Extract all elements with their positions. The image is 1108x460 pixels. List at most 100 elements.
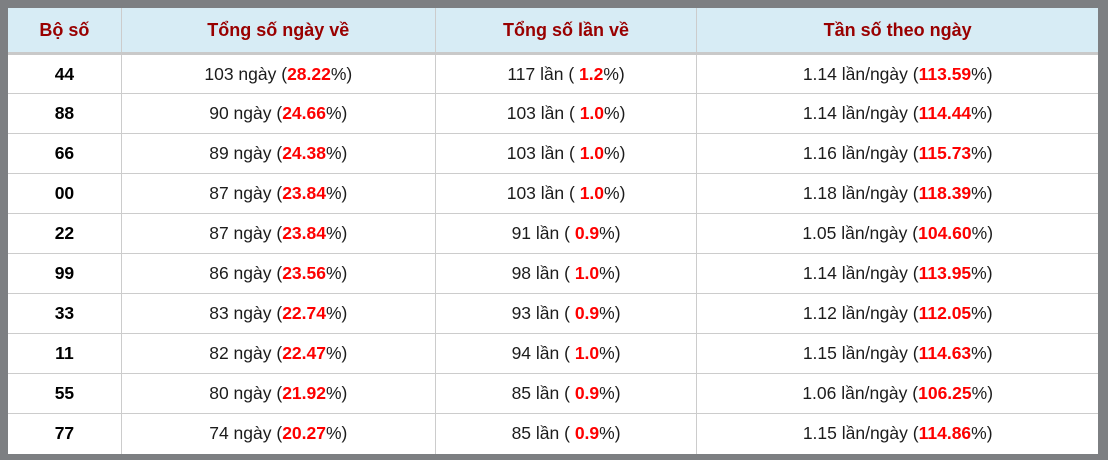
days-percent: 23.84 [282,223,326,243]
freq-text: 1.05 lần/ngày ( [802,223,919,243]
days-percent: 24.38 [282,143,326,163]
pair-cell: 22 [8,213,122,254]
freq-percent: 114.63 [918,343,972,363]
pair-cell: 77 [8,413,122,454]
table-row: 66 89 ngày (24.38%) 103 lần ( 1.0%) 1.16… [8,133,1098,174]
freq-text-suffix: %) [971,143,993,163]
days-text-suffix: %) [326,143,348,163]
table-row: 11 82 ngày (22.47%) 94 lần ( 1.0%) 1.15 … [8,333,1098,374]
pair-number: 77 [54,423,75,444]
times-text: 93 lần ( [511,303,575,323]
times-text: 85 lần ( [511,423,575,444]
total-days-cell: 83 ngày (22.74%) [120,293,436,334]
total-days-cell: 89 ngày (24.38%) [120,133,436,174]
table-row: 77 74 ngày (20.27%) 85 lần ( 0.9%) 1.15 … [8,413,1098,454]
days-text: 87 ngày ( [209,183,283,203]
col-header-total-times: Tổng số lần về [434,8,697,55]
days-text-suffix: %) [326,423,348,444]
pair-cell: 66 [8,133,122,174]
freq-text: 1.15 lần/ngày ( [802,343,919,363]
total-days-cell: 74 ngày (20.27%) [120,413,436,454]
total-times-cell: 85 lần ( 0.9%) [434,413,697,454]
frequency-cell: 1.15 lần/ngày (114.86%) [696,413,1098,454]
times-text-suffix: %) [603,63,625,84]
days-text: 87 ngày ( [209,223,283,243]
times-text: 103 lần ( [506,103,580,123]
times-percent: 1.0 [579,183,605,203]
times-text-suffix: %) [599,263,621,283]
table-row: 22 87 ngày (23.84%) 91 lần ( 0.9%) 1.05 … [8,213,1098,254]
total-times-cell: 117 lần ( 1.2%) [434,53,697,94]
freq-text-suffix: %) [971,63,993,84]
freq-percent: 113.95 [918,263,972,283]
days-text-suffix: %) [330,63,353,84]
pair-number: 55 [54,383,75,403]
days-percent: 22.47 [282,343,326,363]
pair-number: 33 [54,303,75,323]
days-percent: 24.66 [282,103,326,123]
days-text: 103 ngày ( [204,63,288,84]
total-days-cell: 80 ngày (21.92%) [120,373,436,414]
freq-text: 1.15 lần/ngày ( [802,423,919,444]
pair-cell: 00 [8,173,122,214]
days-text: 90 ngày ( [209,103,283,123]
pair-number: 99 [54,263,75,283]
freq-text: 1.16 lần/ngày ( [802,143,919,163]
days-text: 83 ngày ( [209,303,283,323]
col-header-frequency-per-day: Tần số theo ngày [696,8,1098,55]
freq-percent: 104.60 [918,223,972,243]
pair-cell: 11 [8,333,122,374]
header-row: Bộ số Tổng số ngày về Tổng số lần về Tần… [8,8,1098,55]
freq-percent: 114.44 [918,103,972,123]
pair-cell: 88 [8,93,122,134]
freq-text-suffix: %) [971,383,994,403]
days-text: 74 ngày ( [209,423,283,444]
freq-text-suffix: %) [971,343,993,363]
days-text: 82 ngày ( [209,343,283,363]
times-text-suffix: %) [599,223,621,243]
pair-number: 66 [54,143,75,163]
frequency-cell: 1.12 lần/ngày (112.05%) [696,293,1098,334]
days-text-suffix: %) [326,183,348,203]
freq-text-suffix: %) [971,223,994,243]
freq-text: 1.14 lần/ngày ( [802,103,919,123]
total-days-cell: 103 ngày (28.22%) [120,53,436,94]
times-text-suffix: %) [604,143,626,163]
times-text: 94 lần ( [511,343,575,363]
freq-percent: 113.59 [918,63,972,84]
freq-text: 1.12 lần/ngày ( [802,303,919,323]
freq-text: 1.06 lần/ngày ( [802,383,919,403]
frequency-cell: 1.05 lần/ngày (104.60%) [696,213,1098,254]
days-text-suffix: %) [326,303,348,323]
times-percent: 1.0 [574,263,600,283]
total-days-cell: 82 ngày (22.47%) [120,333,436,374]
pair-number: 00 [54,183,75,203]
freq-text-suffix: %) [971,103,993,123]
table-row: 33 83 ngày (22.74%) 93 lần ( 0.9%) 1.12 … [8,293,1098,334]
frequency-cell: 1.16 lần/ngày (115.73%) [696,133,1098,174]
times-percent: 1.0 [579,143,605,163]
times-text: 103 lần ( [506,183,580,203]
days-text-suffix: %) [326,223,348,243]
pair-number: 44 [54,63,75,84]
times-percent: 0.9 [574,223,600,243]
times-percent: 0.9 [574,303,600,323]
times-percent: 1.0 [574,343,600,363]
table-body: 44 103 ngày (28.22%) 117 lần ( 1.2%) 1.1… [8,53,1098,454]
frequency-cell: 1.14 lần/ngày (114.44%) [696,93,1098,134]
total-times-cell: 98 lần ( 1.0%) [434,253,697,294]
days-text: 86 ngày ( [209,263,283,283]
times-text-suffix: %) [599,423,621,444]
frequency-cell: 1.14 lần/ngày (113.95%) [696,253,1098,294]
pair-cell: 33 [8,293,122,334]
times-text: 117 lần ( [507,63,580,84]
pair-number: 11 [55,343,74,363]
total-days-cell: 90 ngày (24.66%) [120,93,436,134]
col-header-total-days: Tổng số ngày về [120,8,436,55]
frequency-cell: 1.06 lần/ngày (106.25%) [696,373,1098,414]
frequency-cell: 1.14 lần/ngày (113.59%) [696,53,1098,94]
times-percent: 0.9 [574,423,600,444]
pair-cell: 99 [8,253,122,294]
total-days-cell: 87 ngày (23.84%) [120,213,436,254]
days-percent: 21.92 [282,383,326,403]
